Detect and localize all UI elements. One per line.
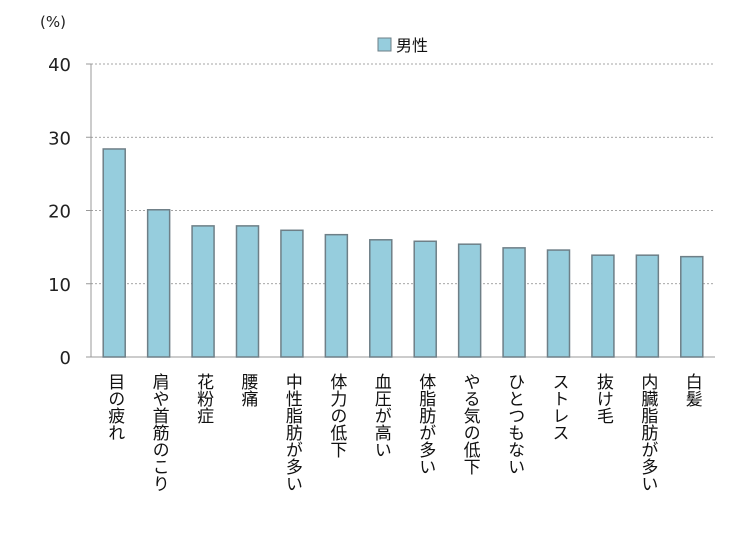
legend-swatch [377,37,392,52]
y-unit-label: (%) [40,13,66,31]
x-tick-label: ストレス [549,373,569,441]
x-tick-label: 花粉症 [193,373,214,424]
bar [591,254,615,358]
y-tick-label: 0 [60,348,71,369]
bar [635,254,660,358]
x-tick-label: 目の疲れ [104,373,125,441]
x-tick-label: 体力の低下 [326,373,347,458]
bar [546,249,571,358]
legend: 男性 [377,36,428,55]
bar [457,243,482,358]
bar [680,255,704,358]
x-tick-label: 白髪 [682,373,703,408]
bar [413,240,437,358]
bar [146,209,171,358]
x-tick-label: 内臓脂肪が多い [637,373,658,492]
bar [502,247,526,358]
bar [280,229,304,358]
y-tick-label: 20 [48,202,71,223]
x-tick-label: やる気の低下 [460,373,481,475]
bar [191,225,215,358]
bar [235,225,260,358]
legend-label: 男性 [396,36,428,55]
y-tick-label: 10 [48,275,71,296]
bar [102,148,126,358]
x-tick-label: 体脂肪が多い [415,373,436,475]
x-tick-label: 中性脂肪が多い [282,373,303,492]
x-tick-label: 血圧が高い [371,373,392,458]
x-tick-label: 腰痛 [238,373,259,407]
y-tick-label: 40 [48,55,71,76]
bar [324,233,349,358]
bar [369,239,393,358]
x-tick-label: 抜け毛 [593,373,614,424]
y-tick-label: 30 [48,128,71,149]
x-tick-label: ひとつもない [504,373,524,475]
x-tick-label: 肩や首筋のこり [149,373,170,492]
